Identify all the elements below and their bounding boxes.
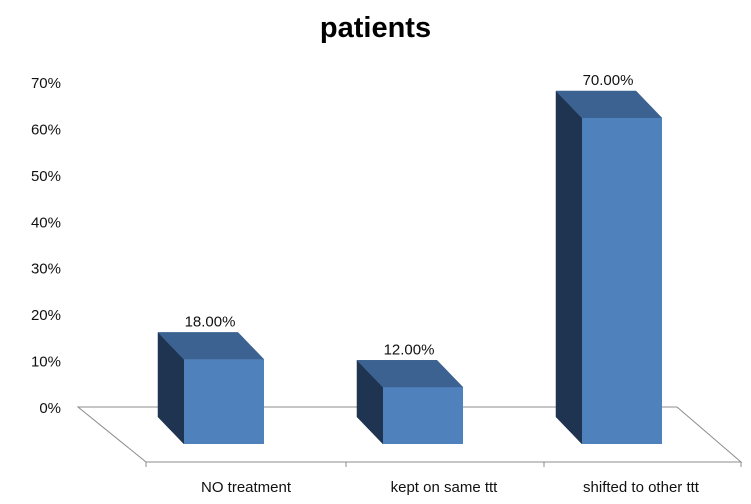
bar-front <box>582 118 662 444</box>
bar-front <box>184 359 264 444</box>
y-tick-label: 30% <box>31 261 61 278</box>
y-tick-label: 50% <box>31 168 61 185</box>
y-tick-label: 0% <box>39 400 61 417</box>
bar-1: 12.00% <box>356 341 464 445</box>
bars: 18.00% 12.00% 70.00% <box>157 72 663 445</box>
chart-floor <box>76 406 743 467</box>
data-label: 18.00% <box>185 313 236 330</box>
x-tick-label: NO treatment <box>201 479 292 496</box>
bar-2: 70.00% <box>555 72 663 445</box>
x-tick-label: kept on same ttt <box>391 479 499 496</box>
y-tick-label: 20% <box>31 307 61 324</box>
bar-0: 18.00% <box>157 313 265 445</box>
bar-side <box>555 90 583 445</box>
x-tick-label: shifted to other ttt <box>583 479 700 496</box>
y-tick-label: 40% <box>31 214 61 231</box>
bar-front <box>383 387 463 444</box>
y-tick-label: 60% <box>31 121 61 138</box>
data-label: 70.00% <box>583 72 634 89</box>
y-tick-label: 70% <box>31 75 61 92</box>
y-tick-label: 10% <box>31 354 61 371</box>
data-label: 12.00% <box>384 341 435 358</box>
chart-title: patients <box>319 12 432 44</box>
x-axis-ticks: NO treatment kept on same ttt shifted to o… <box>201 479 700 496</box>
y-axis-ticks: 0% 10% 20% 30% 40% 50% 60% 70% <box>31 75 61 417</box>
